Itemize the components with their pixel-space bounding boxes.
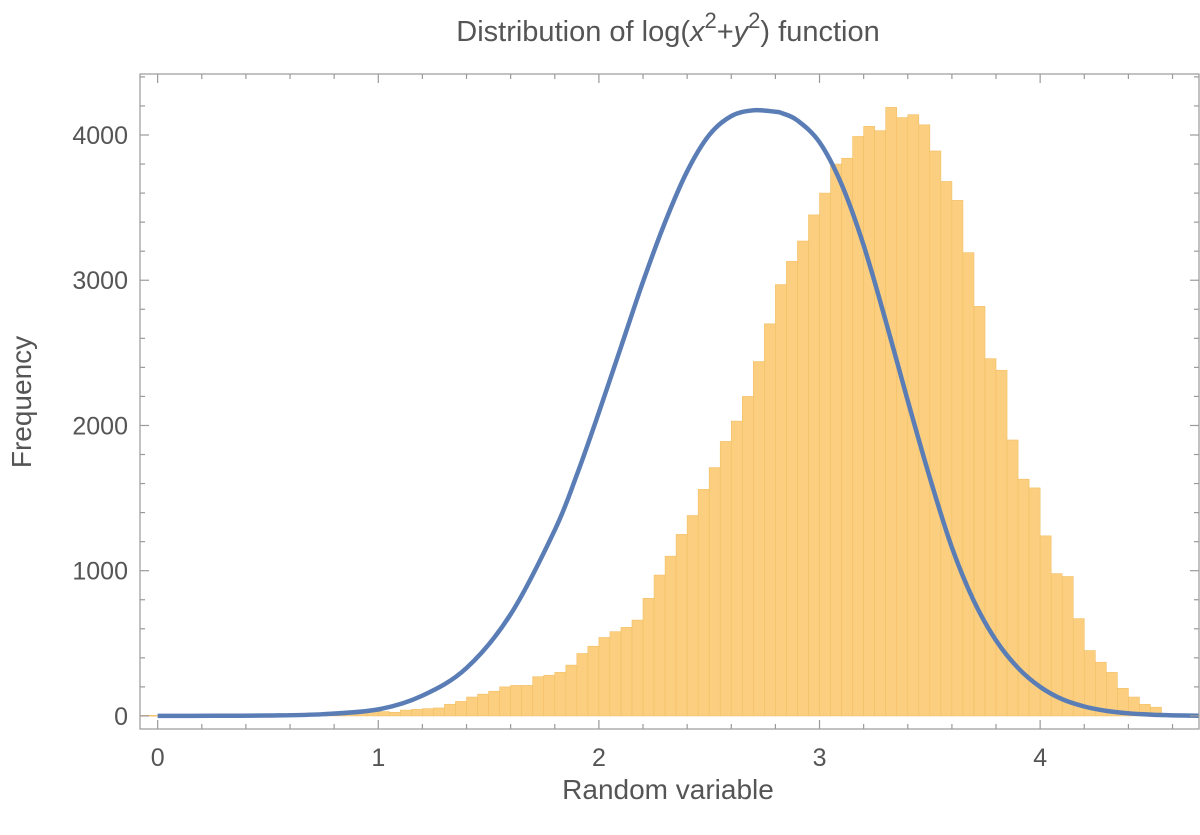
histogram-bar bbox=[433, 707, 445, 717]
histogram-bar bbox=[609, 631, 622, 717]
y-axis-label: Frequency bbox=[6, 336, 37, 468]
histogram-bar bbox=[444, 704, 456, 717]
histogram-bar bbox=[532, 676, 545, 717]
histogram-bar bbox=[1017, 478, 1030, 717]
x-tick-label: 3 bbox=[813, 744, 827, 772]
histogram-bar bbox=[841, 157, 853, 717]
histogram-bar bbox=[819, 192, 831, 717]
histogram-bar bbox=[1061, 576, 1074, 717]
plot-frame bbox=[139, 73, 1200, 730]
histogram-bar bbox=[808, 214, 820, 717]
histogram-bar bbox=[587, 645, 600, 717]
histogram-bars bbox=[139, 107, 1162, 717]
histogram-bar bbox=[973, 306, 986, 717]
histogram-bar bbox=[863, 125, 875, 717]
histogram-bar bbox=[400, 709, 412, 717]
x-axis-label: Random variable bbox=[562, 774, 774, 805]
x-tick-label: 0 bbox=[151, 744, 165, 772]
title-prefix: Distribution of log( bbox=[456, 16, 690, 48]
histogram-bar bbox=[951, 200, 964, 717]
y-axis-ticks: 0 1000 2000 3000 4000 bbox=[72, 76, 1199, 731]
histogram-bar bbox=[510, 685, 522, 717]
histogram-bar bbox=[797, 240, 809, 717]
title-y-exponent: 2 bbox=[748, 8, 760, 33]
histogram-bar bbox=[708, 467, 721, 717]
histogram-bar bbox=[775, 284, 787, 717]
histogram-bar bbox=[929, 150, 942, 717]
histogram-bar bbox=[962, 252, 975, 717]
density-curve bbox=[157, 107, 1200, 719]
histogram-bar bbox=[1072, 618, 1085, 717]
histogram-bar bbox=[389, 711, 401, 717]
histogram-bar bbox=[455, 701, 467, 717]
histogram-bar bbox=[620, 627, 633, 717]
chart-title: Distribution of log(x2+y2) function bbox=[456, 8, 879, 48]
histogram-bar bbox=[521, 685, 534, 717]
histogram-bar bbox=[653, 574, 666, 717]
histogram-bar bbox=[697, 489, 710, 717]
histogram-bar bbox=[686, 515, 699, 717]
title-suffix: ) function bbox=[760, 16, 879, 48]
x-tick-label: 2 bbox=[592, 744, 606, 772]
histogram-bar bbox=[422, 708, 434, 717]
histogram-bar bbox=[466, 696, 478, 717]
histogram-bar bbox=[565, 664, 578, 717]
histogram-bar bbox=[543, 674, 556, 717]
histogram-bar bbox=[664, 555, 677, 717]
histogram-bar bbox=[896, 117, 909, 717]
histogram-bar bbox=[642, 597, 655, 717]
y-tick-label: 4000 bbox=[72, 122, 128, 150]
title-x-exponent: 2 bbox=[704, 8, 716, 33]
histogram-bar bbox=[719, 441, 732, 717]
histogram-bar bbox=[995, 369, 1008, 717]
histogram-bar bbox=[730, 420, 743, 717]
histogram-bar bbox=[411, 709, 423, 717]
histogram-bar bbox=[874, 130, 887, 717]
histogram-bar bbox=[918, 124, 931, 717]
histogram-bar bbox=[764, 323, 776, 717]
y-tick-label: 1000 bbox=[72, 558, 128, 586]
histogram-bar bbox=[477, 693, 489, 717]
histogram-bar bbox=[753, 361, 765, 717]
title-y: y bbox=[732, 16, 750, 48]
histogram-bar bbox=[742, 396, 754, 717]
histogram-bar bbox=[554, 672, 567, 717]
x-tick-label: 1 bbox=[371, 744, 385, 772]
histogram-bar bbox=[488, 690, 500, 717]
histogram-bar bbox=[940, 181, 953, 717]
y-tick-label: 0 bbox=[114, 703, 128, 731]
histogram-bar bbox=[984, 358, 997, 717]
histogram-bar bbox=[885, 107, 898, 717]
histogram-bar bbox=[1006, 439, 1019, 717]
x-axis-ticks: 0 1 2 3 4 bbox=[151, 74, 1174, 772]
histogram-bar bbox=[830, 163, 842, 717]
title-plus: + bbox=[717, 16, 734, 48]
histogram-bar bbox=[499, 686, 511, 717]
histogram-bar bbox=[598, 637, 611, 717]
histogram-bar bbox=[675, 534, 688, 717]
histogram-bar bbox=[786, 261, 798, 717]
histogram-bar bbox=[631, 619, 644, 717]
y-tick-label: 2000 bbox=[72, 412, 128, 440]
histogram-bar bbox=[377, 711, 390, 717]
x-tick-label: 4 bbox=[1033, 744, 1047, 772]
histogram-bar bbox=[576, 653, 589, 717]
y-tick-label: 3000 bbox=[72, 267, 128, 295]
title-x: x bbox=[688, 16, 706, 48]
